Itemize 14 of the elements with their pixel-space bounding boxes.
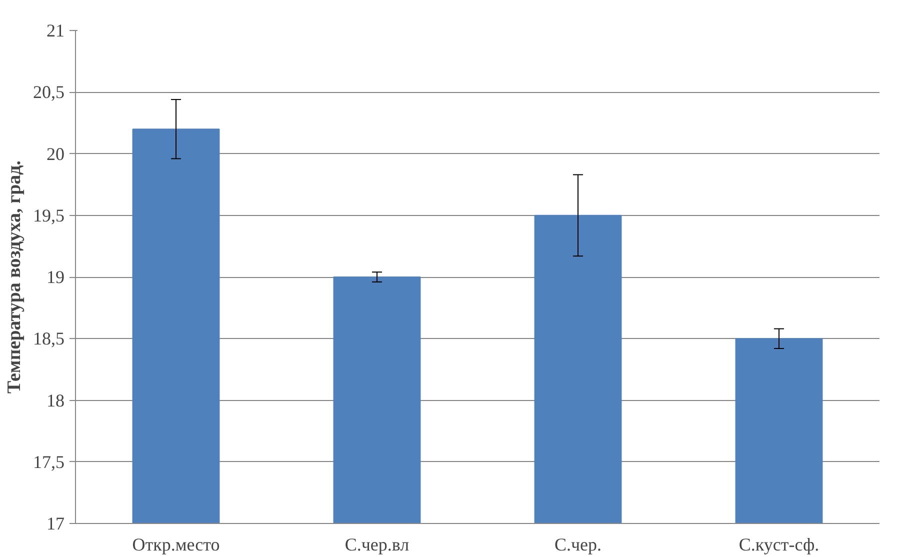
y-tick-label: 17,5 [33,452,64,472]
x-tick-label: С.куст-сф. [738,534,820,554]
y-tick-label: 18 [46,390,64,410]
y-axis-title: Температура воздуха, град. [4,160,25,394]
y-tick-label: 19,5 [33,205,64,226]
y-tick-label: 20 [46,144,64,164]
y-tick-label: 20,5 [33,82,64,102]
y-tick-label: 19 [46,267,64,287]
y-tick-label: 18,5 [33,328,64,349]
y-tick-label: 17 [46,514,64,534]
y-tick-label: 21 [46,20,64,40]
x-tick-label: Откр.место [132,534,220,554]
x-tick-label: С.чер.вл [344,534,410,554]
x-tick-label: С.чер. [554,534,602,554]
